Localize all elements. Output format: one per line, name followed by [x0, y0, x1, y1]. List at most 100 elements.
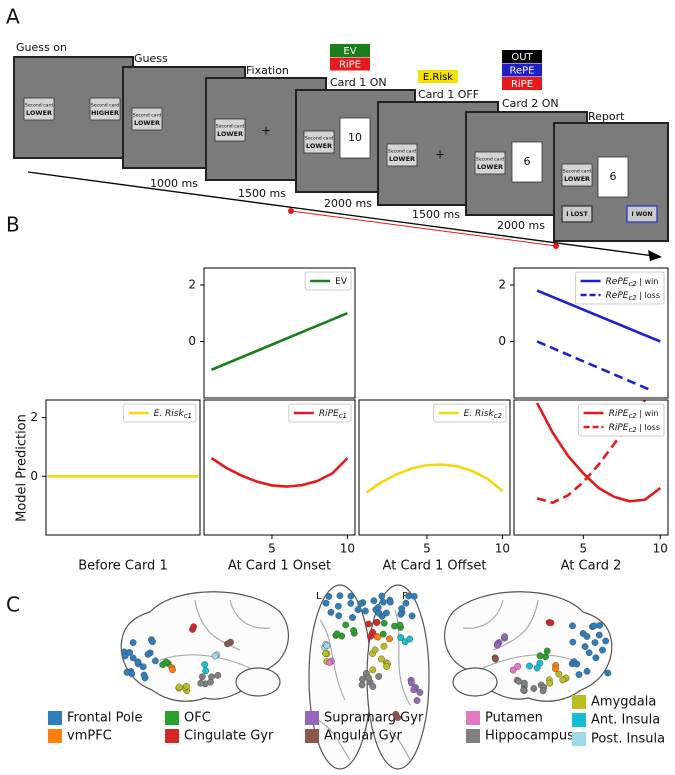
x-tick-label: 10 — [653, 542, 668, 556]
electrode — [394, 714, 402, 722]
electrode — [383, 609, 390, 617]
electrode — [543, 647, 551, 655]
legend: RiPEc2 | win RiPEc2 | loss — [578, 403, 665, 437]
y-tick-label: 0 — [188, 334, 196, 348]
plot-lines — [211, 312, 348, 371]
electrode — [573, 660, 581, 668]
electrode — [149, 638, 156, 646]
legend-label: vmPFC — [67, 729, 112, 744]
y-tick-label: 2 — [498, 277, 506, 291]
legend-subscript: c2 — [628, 426, 637, 434]
response-button — [561, 205, 593, 223]
electrode — [361, 607, 369, 615]
x-tick-label: 5 — [268, 542, 276, 556]
electrode — [559, 676, 567, 684]
electrode — [365, 620, 372, 628]
x-axis-label: At Card 2 — [561, 559, 622, 574]
legend-label: Amygdala — [591, 695, 656, 710]
legend-label: RiPEc2 | loss — [609, 423, 660, 435]
electrode — [539, 687, 547, 695]
y-tick-label: 0 — [30, 469, 38, 483]
legend-suffix: | win — [637, 409, 659, 418]
electrode — [604, 669, 612, 677]
electrode — [591, 639, 599, 646]
guess-card — [214, 118, 246, 142]
x-tick-label: 10 — [340, 542, 355, 556]
electrode — [380, 619, 388, 627]
card-caption: Second card — [216, 124, 245, 130]
electrode — [325, 593, 333, 600]
electrode — [144, 650, 152, 658]
electrode — [123, 668, 131, 676]
electrode — [530, 685, 538, 692]
legend-swatch — [48, 711, 62, 725]
electrode — [121, 652, 129, 660]
legend-label: RiPEc2 | win — [609, 409, 659, 421]
duration-label: 1500 ms — [238, 187, 286, 200]
screen-title: Fixation — [246, 64, 289, 77]
electrode — [354, 606, 362, 614]
electrode — [386, 635, 393, 643]
electrode — [509, 666, 517, 674]
electrode — [416, 689, 424, 696]
electrode — [342, 621, 350, 629]
legend-label: Frontal Pole — [67, 711, 143, 726]
electrode — [602, 637, 610, 645]
electrode — [151, 657, 159, 665]
number-card — [511, 141, 543, 183]
button-label: I WON — [631, 211, 652, 218]
guess-card — [131, 107, 163, 131]
electrode — [202, 667, 210, 675]
legend-label: OFC — [184, 711, 211, 726]
electrode — [555, 670, 563, 678]
electrode — [134, 658, 142, 666]
guess-card — [303, 130, 335, 154]
electrode — [405, 592, 413, 600]
legend-label: RePEc2 | win — [606, 277, 659, 289]
signal-box — [330, 57, 370, 71]
legend-name: RePE — [606, 277, 629, 287]
electrode — [169, 666, 176, 674]
legend-name: EV — [335, 277, 348, 287]
series-line — [211, 312, 348, 371]
legend-subscript: c2 — [628, 412, 637, 420]
x-axis-label: At Card 1 Offset — [383, 559, 487, 574]
axes-frame — [513, 399, 669, 536]
signal-box — [418, 70, 458, 83]
legend-swatch — [305, 711, 319, 725]
legend: E. Riskc2 — [433, 403, 507, 423]
epoch-dot — [553, 243, 559, 249]
card-guess: LOWER — [564, 175, 590, 183]
number-card — [339, 117, 371, 159]
electrode — [413, 697, 421, 704]
x-tick-label: 5 — [579, 542, 587, 556]
electrode — [374, 633, 382, 641]
card-guess: LOWER — [134, 119, 160, 127]
legend-label: Putamen — [485, 711, 543, 726]
panel-label: A — [6, 5, 20, 29]
electrode — [369, 628, 377, 636]
legend-label: E. Riskc1 — [154, 409, 192, 421]
electrode — [365, 674, 373, 682]
legend-label: Cingulate Gyr — [184, 729, 274, 744]
electrode — [569, 622, 576, 630]
epoch-dot — [288, 208, 294, 214]
series-line — [210, 457, 349, 488]
legend-name: RePE — [606, 291, 629, 301]
electrode — [129, 639, 137, 646]
legend: E. Riskc1 — [123, 403, 197, 423]
electrode — [590, 622, 598, 630]
timeline-arrow — [27, 171, 655, 257]
card-guess: LOWER — [217, 130, 243, 138]
plot-lines — [536, 289, 661, 393]
epoch-line — [290, 210, 557, 247]
card-number: 10 — [348, 131, 362, 144]
electrode — [371, 646, 379, 654]
electrode — [224, 640, 231, 648]
arrow-head — [648, 250, 662, 261]
electrode — [396, 621, 404, 629]
card-caption: Second card — [388, 149, 417, 155]
legend-suffix: | win — [637, 277, 659, 286]
electrode — [569, 638, 577, 646]
electrode — [547, 619, 555, 627]
